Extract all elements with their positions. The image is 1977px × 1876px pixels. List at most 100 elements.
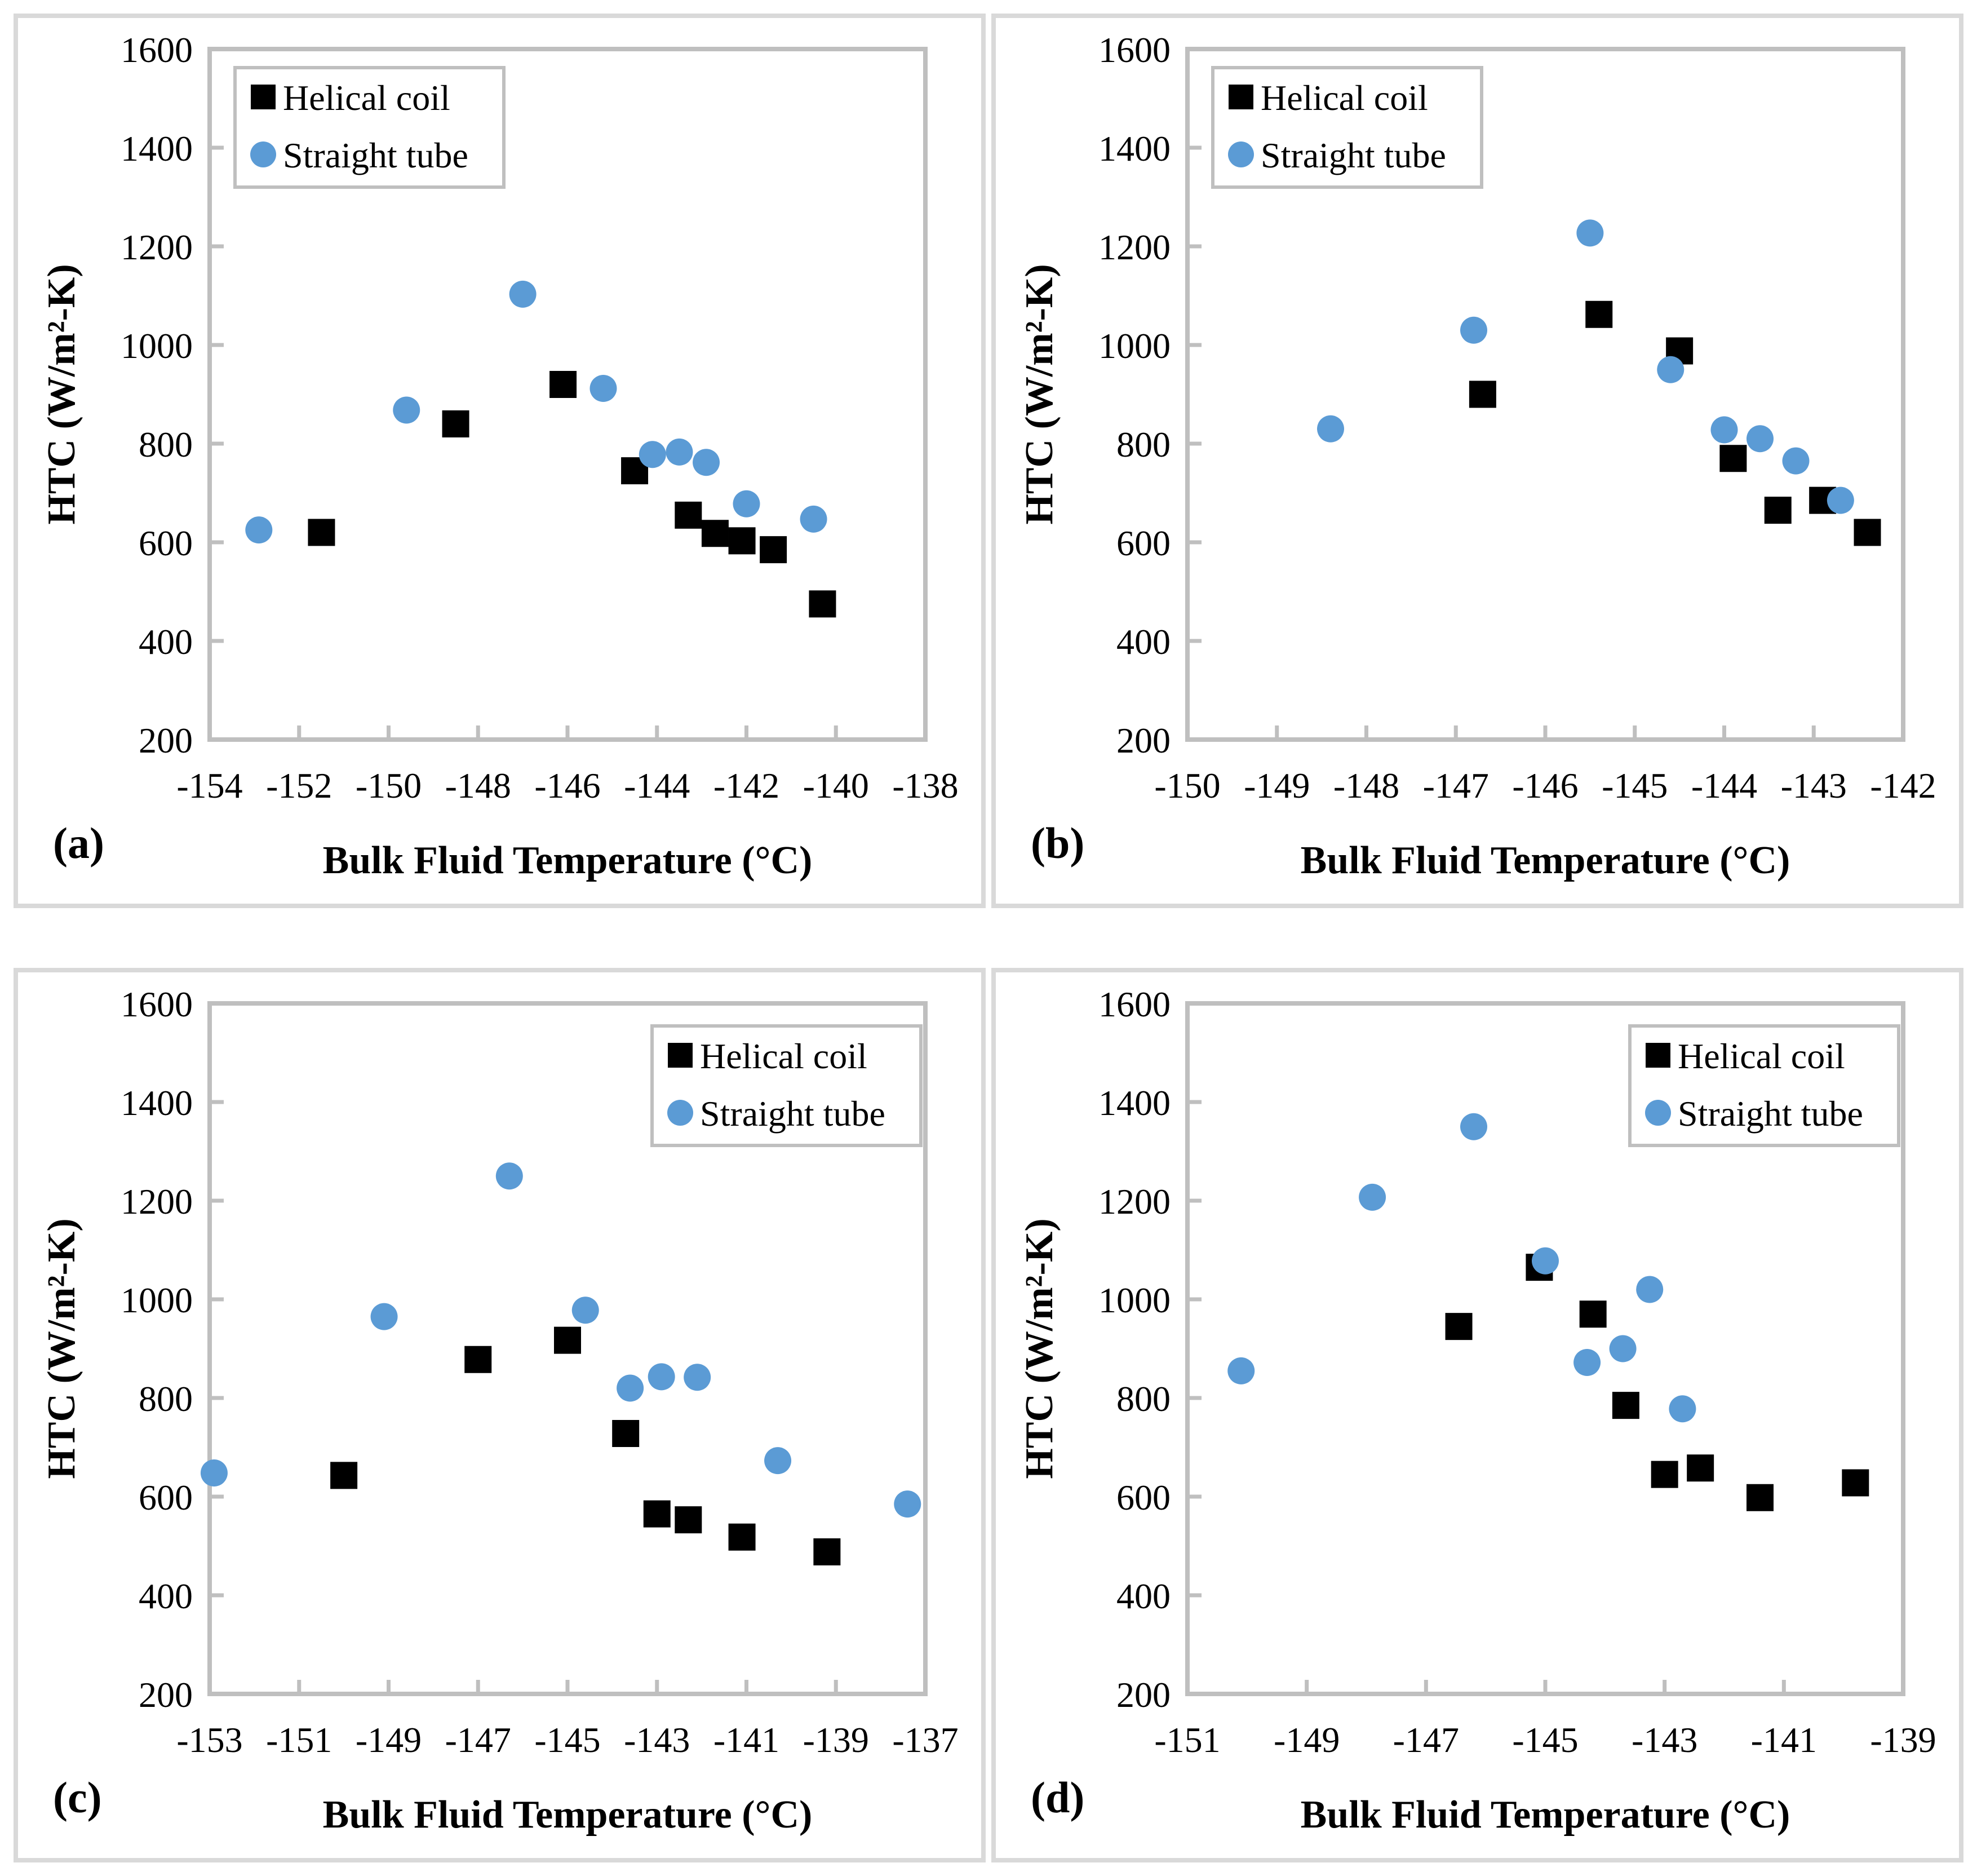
data-point-helical-coil (1445, 1313, 1473, 1340)
data-point-straight-tube (589, 375, 617, 402)
x-tick-label: -143 (624, 1720, 690, 1760)
y-tick-label: 800 (139, 424, 193, 464)
chart-a-scatter-plot: -154 -152 -150 -148 -146 -144 -142 -140 -138 200 4… (40, 30, 959, 882)
x-tick-label: -143 (1781, 766, 1847, 806)
legend-label: Straight tube (283, 135, 468, 175)
data-point-helical-coil (728, 1523, 756, 1551)
y-tick-label: 400 (1116, 622, 1171, 662)
panel-letter-label: (b) (1031, 818, 1084, 868)
y-tick-label: 400 (1116, 1576, 1171, 1616)
y-tick-label: 1200 (121, 1182, 193, 1222)
x-tick-label: -151 (266, 1720, 332, 1760)
panel-letter-label: (d) (1031, 1773, 1084, 1822)
y-axis-title: HTC (W/m²-K) (40, 264, 83, 524)
data-point-straight-tube (1460, 316, 1487, 344)
plot-area-frame (1185, 1001, 1905, 1696)
data-point-straight-tube (370, 1303, 398, 1330)
y-tick-label: 1400 (121, 1083, 193, 1123)
y-tick-label: 1200 (1098, 1182, 1171, 1222)
legend-marker-circle (1228, 141, 1254, 167)
chart-b-scatter-plot: -150 -149 -148 -147 -146 -145 -144 -143 -142 200 4… (1018, 30, 1936, 882)
x-tick-label: -140 (803, 766, 869, 806)
panel-b: -150 -149 -148 -147 -146 -145 -144 -143 -142 200 4… (991, 14, 1963, 908)
x-tick-label: -139 (1870, 1720, 1936, 1760)
x-tick-label: -146 (534, 766, 600, 806)
legend-marker-square (251, 85, 276, 109)
data-point-helical-coil (1842, 1469, 1869, 1497)
data-point-straight-tube (1609, 1335, 1637, 1362)
x-tick-label: -149 (1274, 1720, 1340, 1760)
chart-d-scatter-plot: -151 -149 -147 -145 -143 -141 -139 200 400 600 800… (1018, 984, 1936, 1837)
x-tick-label: -150 (1154, 766, 1220, 806)
data-point-helical-coil (675, 501, 702, 529)
data-point-straight-tube (666, 438, 693, 466)
panel-letter-label: (c) (53, 1773, 102, 1822)
data-point-straight-tube (1576, 219, 1604, 247)
x-tick-label: -150 (356, 766, 422, 806)
x-axis-title: Bulk Fluid Temperature (°C) (1301, 1793, 1790, 1837)
data-point-helical-coil (308, 519, 335, 546)
legend-label: Straight tube (1261, 135, 1446, 175)
x-tick-label: -148 (1333, 766, 1399, 806)
y-tick-label: 600 (1116, 523, 1171, 563)
data-point-helical-coil (1469, 380, 1496, 408)
x-tick-label: -145 (534, 1720, 600, 1760)
x-tick-label: -142 (713, 766, 779, 806)
legend-marker-square (668, 1043, 693, 1068)
data-point-straight-tube (1669, 1395, 1696, 1423)
data-point-helical-coil (813, 1538, 841, 1565)
data-point-helical-coil (1719, 445, 1747, 472)
x-axis-title: Bulk Fluid Temperature (°C) (323, 839, 813, 882)
y-axis-title: HTC (W/m²-K) (40, 1218, 83, 1479)
y-tick-label: 1400 (1098, 1083, 1171, 1123)
y-tick-label: 400 (139, 622, 193, 662)
y-tick-label: 600 (139, 1477, 193, 1517)
y-tick-label: 1200 (121, 227, 193, 267)
data-point-helical-coil (1764, 497, 1792, 524)
legend-label: Helical coil (1261, 78, 1428, 118)
data-point-helical-coil (728, 527, 756, 555)
data-point-helical-coil (442, 410, 469, 437)
x-tick-label: -141 (1751, 1720, 1817, 1760)
y-tick-label: 1600 (1098, 984, 1171, 1024)
legend-marker-square (1229, 85, 1253, 109)
x-tick-label: -149 (1244, 766, 1310, 806)
data-point-straight-tube (1532, 1247, 1559, 1275)
legend-box (233, 66, 506, 189)
x-tick-label: -147 (1393, 1720, 1459, 1760)
legend-marker-square (1646, 1043, 1670, 1068)
y-tick-label: 800 (1116, 424, 1171, 464)
data-point-straight-tube (200, 1459, 228, 1486)
data-point-straight-tube (617, 1374, 644, 1402)
y-tick-label: 1000 (1098, 326, 1171, 366)
legend-marker-circle (250, 141, 276, 167)
panel-letter-label: (a) (53, 818, 104, 868)
x-tick-label: -148 (445, 766, 511, 806)
data-point-helical-coil (549, 371, 577, 398)
x-tick-label: -154 (176, 766, 242, 806)
legend-label: Helical coil (700, 1036, 867, 1076)
data-point-helical-coil (1579, 1300, 1607, 1328)
plot-area-frame (207, 47, 928, 742)
x-tick-label: -146 (1512, 766, 1578, 806)
data-point-straight-tube (648, 1363, 675, 1391)
data-point-straight-tube (1710, 416, 1738, 444)
data-point-straight-tube (894, 1490, 921, 1518)
x-tick-label: -144 (1691, 766, 1757, 806)
data-point-helical-coil (643, 1500, 671, 1528)
y-tick-label: 800 (139, 1379, 193, 1419)
y-tick-label: 1000 (121, 1280, 193, 1320)
y-tick-label: 1000 (121, 326, 193, 366)
data-point-straight-tube (245, 516, 273, 544)
data-point-straight-tube (509, 280, 537, 308)
data-point-helical-coil (1612, 1392, 1639, 1419)
data-point-straight-tube (1636, 1276, 1664, 1303)
plot-area-frame (207, 1001, 928, 1696)
y-tick-label: 200 (139, 1675, 193, 1715)
data-point-helical-coil (1585, 300, 1613, 328)
legend-label: Helical coil (283, 78, 450, 118)
x-tick-label: -147 (445, 1720, 511, 1760)
data-point-straight-tube (1573, 1349, 1601, 1376)
plot-area-frame (1185, 47, 1905, 742)
